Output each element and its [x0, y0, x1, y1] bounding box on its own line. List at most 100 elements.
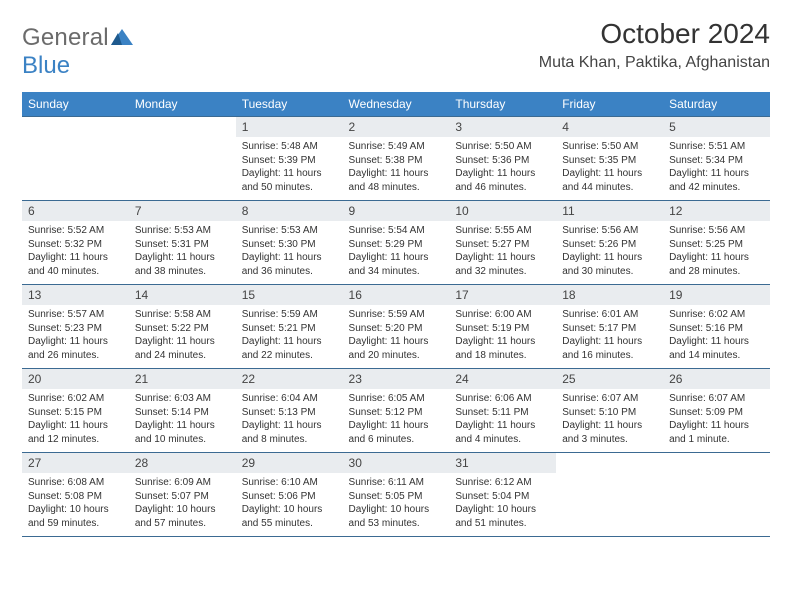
calendar-cell: 16Sunrise: 5:59 AMSunset: 5:20 PMDayligh… [343, 285, 450, 369]
calendar-row: 13Sunrise: 5:57 AMSunset: 5:23 PMDayligh… [22, 285, 770, 369]
day-info: Sunrise: 6:11 AMSunset: 5:05 PMDaylight:… [343, 473, 450, 536]
month-title: October 2024 [539, 18, 770, 50]
calendar-cell: 20Sunrise: 6:02 AMSunset: 5:15 PMDayligh… [22, 369, 129, 453]
daylight-text: Daylight: 11 hours and 18 minutes. [455, 335, 550, 362]
sunset-text: Sunset: 5:30 PM [242, 238, 337, 252]
day-info: Sunrise: 6:02 AMSunset: 5:15 PMDaylight:… [22, 389, 129, 452]
day-number: 19 [663, 285, 770, 305]
daylight-text: Daylight: 11 hours and 26 minutes. [28, 335, 123, 362]
sunrise-text: Sunrise: 6:03 AM [135, 392, 230, 406]
day-number: 1 [236, 117, 343, 137]
sunrise-text: Sunrise: 5:49 AM [349, 140, 444, 154]
sunset-text: Sunset: 5:06 PM [242, 490, 337, 504]
sunset-text: Sunset: 5:10 PM [562, 406, 657, 420]
day-info: Sunrise: 5:56 AMSunset: 5:26 PMDaylight:… [556, 221, 663, 284]
day-header: Thursday [449, 92, 556, 117]
day-info: Sunrise: 5:52 AMSunset: 5:32 PMDaylight:… [22, 221, 129, 284]
daylight-text: Daylight: 11 hours and 1 minute. [669, 419, 764, 446]
calendar-cell: 3Sunrise: 5:50 AMSunset: 5:36 PMDaylight… [449, 117, 556, 201]
day-info: Sunrise: 6:01 AMSunset: 5:17 PMDaylight:… [556, 305, 663, 368]
calendar-cell: .. [556, 453, 663, 537]
calendar-cell: 29Sunrise: 6:10 AMSunset: 5:06 PMDayligh… [236, 453, 343, 537]
daylight-text: Daylight: 10 hours and 51 minutes. [455, 503, 550, 530]
day-info: Sunrise: 6:10 AMSunset: 5:06 PMDaylight:… [236, 473, 343, 536]
sunset-text: Sunset: 5:05 PM [349, 490, 444, 504]
day-number: 9 [343, 201, 450, 221]
daylight-text: Daylight: 11 hours and 20 minutes. [349, 335, 444, 362]
day-number: 24 [449, 369, 556, 389]
day-info: Sunrise: 6:12 AMSunset: 5:04 PMDaylight:… [449, 473, 556, 536]
day-number: 6 [22, 201, 129, 221]
sunset-text: Sunset: 5:13 PM [242, 406, 337, 420]
sunrise-text: Sunrise: 6:11 AM [349, 476, 444, 490]
sunset-text: Sunset: 5:04 PM [455, 490, 550, 504]
day-number: 29 [236, 453, 343, 473]
sunset-text: Sunset: 5:21 PM [242, 322, 337, 336]
day-info: Sunrise: 6:00 AMSunset: 5:19 PMDaylight:… [449, 305, 556, 368]
calendar-cell: 14Sunrise: 5:58 AMSunset: 5:22 PMDayligh… [129, 285, 236, 369]
day-number: 3 [449, 117, 556, 137]
calendar-row: 6Sunrise: 5:52 AMSunset: 5:32 PMDaylight… [22, 201, 770, 285]
sunrise-text: Sunrise: 5:53 AM [135, 224, 230, 238]
day-number: 20 [22, 369, 129, 389]
daylight-text: Daylight: 10 hours and 59 minutes. [28, 503, 123, 530]
calendar-cell: 5Sunrise: 5:51 AMSunset: 5:34 PMDaylight… [663, 117, 770, 201]
calendar: Sunday Monday Tuesday Wednesday Thursday… [22, 92, 770, 537]
daylight-text: Daylight: 11 hours and 28 minutes. [669, 251, 764, 278]
calendar-cell: 19Sunrise: 6:02 AMSunset: 5:16 PMDayligh… [663, 285, 770, 369]
daylight-text: Daylight: 11 hours and 40 minutes. [28, 251, 123, 278]
day-number: 7 [129, 201, 236, 221]
day-info: Sunrise: 5:58 AMSunset: 5:22 PMDaylight:… [129, 305, 236, 368]
day-number: 16 [343, 285, 450, 305]
calendar-cell: 30Sunrise: 6:11 AMSunset: 5:05 PMDayligh… [343, 453, 450, 537]
calendar-cell: 1Sunrise: 5:48 AMSunset: 5:39 PMDaylight… [236, 117, 343, 201]
sunrise-text: Sunrise: 5:58 AM [135, 308, 230, 322]
daylight-text: Daylight: 11 hours and 50 minutes. [242, 167, 337, 194]
sunset-text: Sunset: 5:34 PM [669, 154, 764, 168]
day-info: Sunrise: 5:50 AMSunset: 5:36 PMDaylight:… [449, 137, 556, 200]
calendar-cell: 31Sunrise: 6:12 AMSunset: 5:04 PMDayligh… [449, 453, 556, 537]
day-info: Sunrise: 6:05 AMSunset: 5:12 PMDaylight:… [343, 389, 450, 452]
day-info: Sunrise: 6:08 AMSunset: 5:08 PMDaylight:… [22, 473, 129, 536]
daylight-text: Daylight: 10 hours and 57 minutes. [135, 503, 230, 530]
sunset-text: Sunset: 5:09 PM [669, 406, 764, 420]
sunset-text: Sunset: 5:19 PM [455, 322, 550, 336]
day-info: Sunrise: 6:06 AMSunset: 5:11 PMDaylight:… [449, 389, 556, 452]
calendar-cell: 26Sunrise: 6:07 AMSunset: 5:09 PMDayligh… [663, 369, 770, 453]
day-number: 4 [556, 117, 663, 137]
sunset-text: Sunset: 5:20 PM [349, 322, 444, 336]
sunset-text: Sunset: 5:16 PM [669, 322, 764, 336]
calendar-cell: 22Sunrise: 6:04 AMSunset: 5:13 PMDayligh… [236, 369, 343, 453]
calendar-cell: 9Sunrise: 5:54 AMSunset: 5:29 PMDaylight… [343, 201, 450, 285]
day-number: 13 [22, 285, 129, 305]
day-number: 30 [343, 453, 450, 473]
daylight-text: Daylight: 11 hours and 6 minutes. [349, 419, 444, 446]
header: General Blue October 2024 Muta Khan, Pak… [22, 18, 770, 80]
day-number: 11 [556, 201, 663, 221]
sunrise-text: Sunrise: 6:08 AM [28, 476, 123, 490]
sunset-text: Sunset: 5:32 PM [28, 238, 123, 252]
day-number: 22 [236, 369, 343, 389]
day-info: Sunrise: 5:53 AMSunset: 5:30 PMDaylight:… [236, 221, 343, 284]
day-info: Sunrise: 5:50 AMSunset: 5:35 PMDaylight:… [556, 137, 663, 200]
day-number: 14 [129, 285, 236, 305]
daylight-text: Daylight: 11 hours and 44 minutes. [562, 167, 657, 194]
daylight-text: Daylight: 11 hours and 16 minutes. [562, 335, 657, 362]
sunset-text: Sunset: 5:23 PM [28, 322, 123, 336]
calendar-cell: 13Sunrise: 5:57 AMSunset: 5:23 PMDayligh… [22, 285, 129, 369]
calendar-cell: 12Sunrise: 5:56 AMSunset: 5:25 PMDayligh… [663, 201, 770, 285]
sunrise-text: Sunrise: 6:09 AM [135, 476, 230, 490]
sunset-text: Sunset: 5:35 PM [562, 154, 657, 168]
daylight-text: Daylight: 10 hours and 55 minutes. [242, 503, 337, 530]
daylight-text: Daylight: 11 hours and 8 minutes. [242, 419, 337, 446]
sunrise-text: Sunrise: 6:01 AM [562, 308, 657, 322]
sunrise-text: Sunrise: 5:51 AM [669, 140, 764, 154]
sunrise-text: Sunrise: 5:59 AM [349, 308, 444, 322]
daylight-text: Daylight: 11 hours and 46 minutes. [455, 167, 550, 194]
calendar-cell: 6Sunrise: 5:52 AMSunset: 5:32 PMDaylight… [22, 201, 129, 285]
day-info: Sunrise: 5:59 AMSunset: 5:20 PMDaylight:… [343, 305, 450, 368]
sunset-text: Sunset: 5:27 PM [455, 238, 550, 252]
sunset-text: Sunset: 5:12 PM [349, 406, 444, 420]
day-info: Sunrise: 5:59 AMSunset: 5:21 PMDaylight:… [236, 305, 343, 368]
calendar-row: 27Sunrise: 6:08 AMSunset: 5:08 PMDayligh… [22, 453, 770, 537]
